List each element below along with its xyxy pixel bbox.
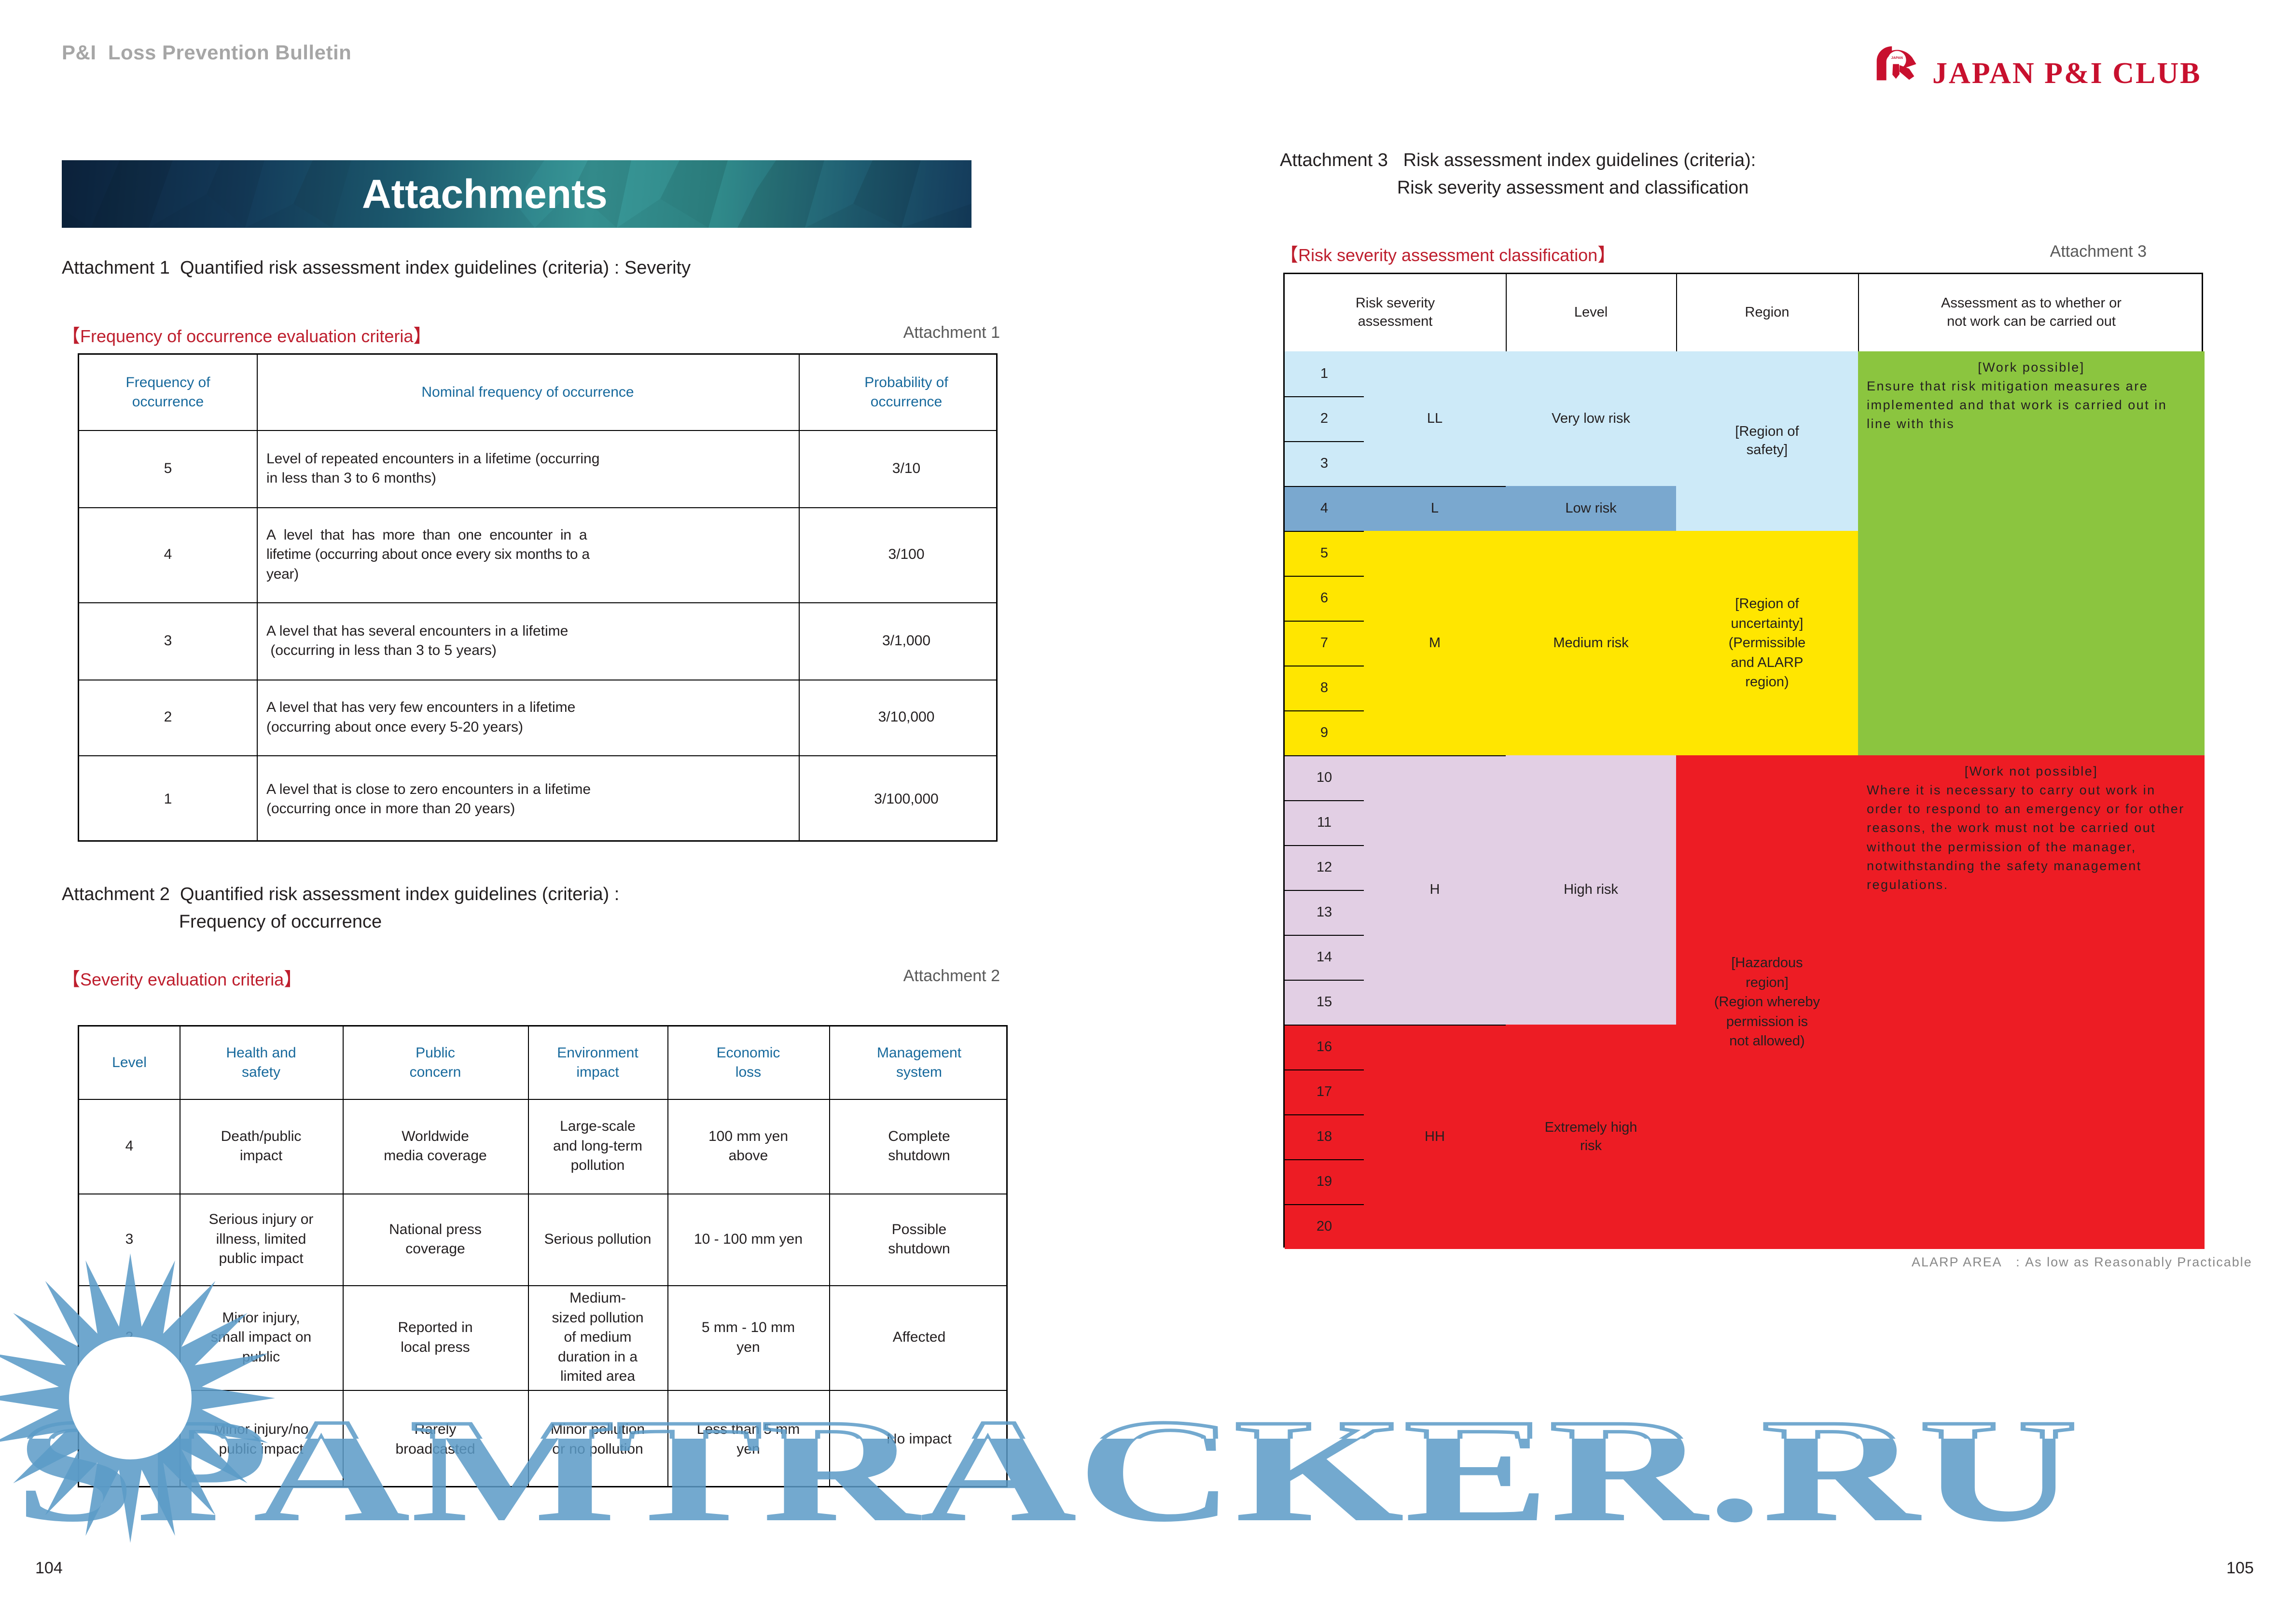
svg-text:JAPAN: JAPAN [1891, 56, 1903, 60]
